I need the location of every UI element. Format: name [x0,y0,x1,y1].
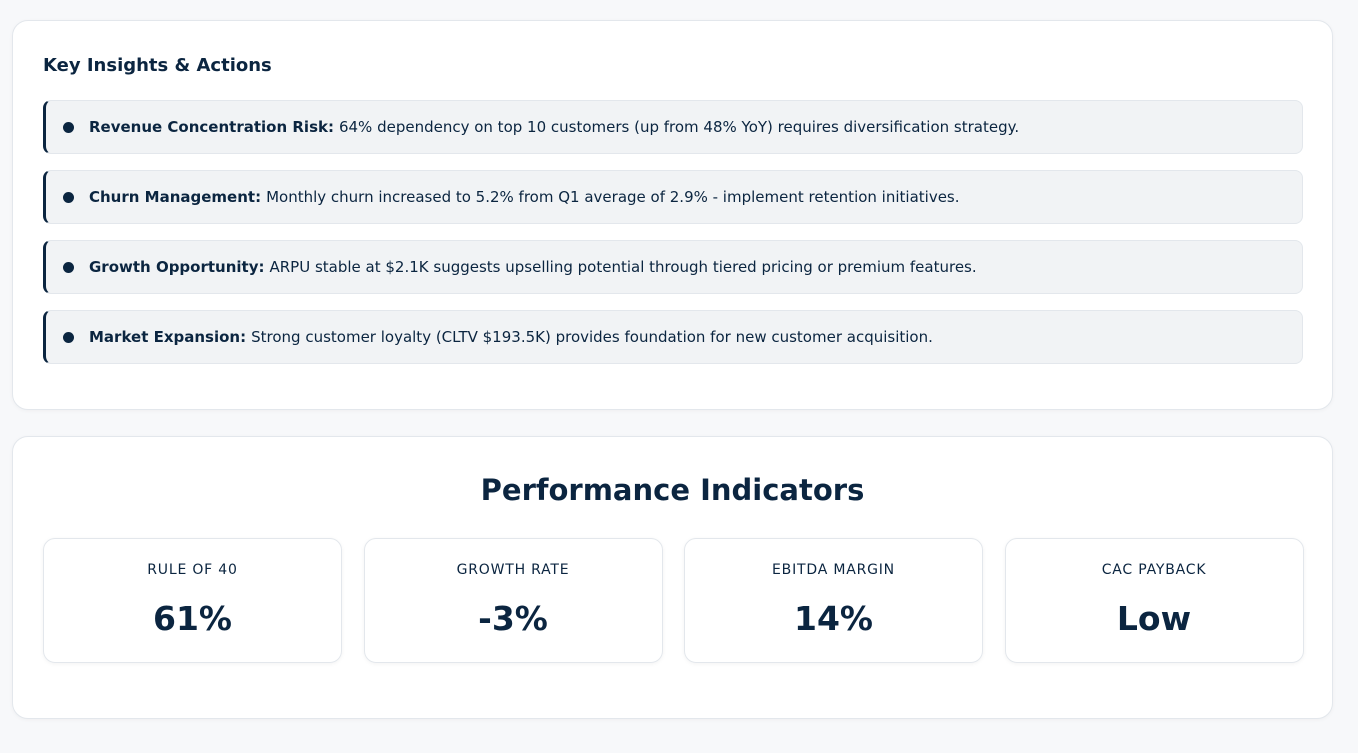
bullet [63,261,74,273]
metric-card: CAC PAYBACK Low [1004,538,1304,663]
insight-text: 64% dependency on top 10 customers (up f… [338,118,1020,136]
insights-card: Key Insights & Actions Revenue Concentra… [12,20,1333,410]
bullet [63,191,74,203]
metric-card: EBITDA MARGIN 14% [684,538,983,663]
performance-card: Performance Indicators RULE OF 40 61% GROW… [12,436,1333,719]
insights-title: Key Insights & Actions [43,55,272,76]
metric-value: 14% [794,599,873,638]
insight-text: Monthly churn increased to 5.2% from Q1 … [266,188,960,206]
performance-title: Performance Indicators [480,473,865,507]
insight-item: Revenue Concentration Risk: 64% dependenc… [43,100,1303,154]
metric-card: GROWTH RATE -3% [363,538,663,663]
insight-label: Market Expansion: [89,328,247,346]
metric-label: RULE OF 40 [147,562,238,578]
insight-label: Growth Opportunity: [89,258,265,276]
metric-label: CAC PAYBACK [1101,562,1207,578]
metric-card: RULE OF 40 61% [43,538,342,663]
insight-item: Growth Opportunity: ARPU stable at $2.1K … [43,240,1303,294]
metric-label: GROWTH RATE [456,562,570,578]
metric-value: Low [1116,599,1192,638]
metric-value: -3% [478,599,548,638]
bullet [63,331,74,343]
metric-value: 61% [153,599,232,638]
bullet [63,121,74,133]
insight-label: Revenue Concentration Risk: [89,118,334,136]
insight-item: Churn Management: Monthly churn increased… [43,170,1303,224]
insight-label: Churn Management: [89,188,262,206]
insight-item: Market Expansion: Strong customer loyalty… [43,310,1303,364]
metric-label: EBITDA MARGIN [772,562,895,578]
insight-text: ARPU stable at $2.1K suggests upselling … [269,258,977,276]
insight-text: Strong customer loyalty (CLTV $193.5K) p… [251,328,933,346]
